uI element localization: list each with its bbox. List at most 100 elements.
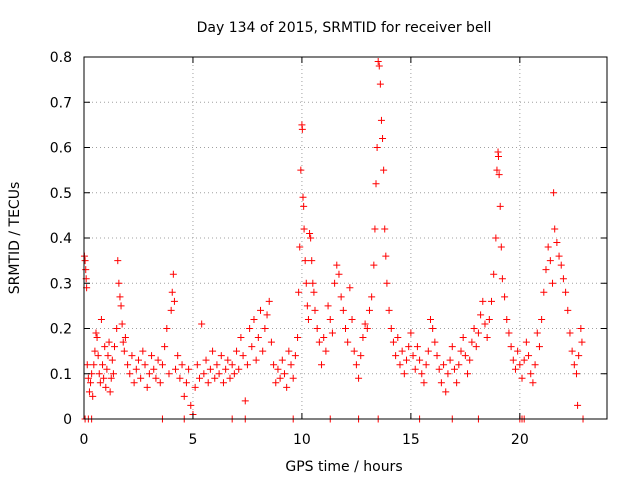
data-point	[574, 401, 582, 409]
data-point	[148, 352, 156, 360]
data-point	[377, 116, 385, 124]
x-tick-label: 20	[511, 432, 529, 448]
data-point	[291, 352, 299, 360]
data-point	[237, 334, 245, 342]
data-point	[442, 388, 450, 396]
data-point	[413, 343, 421, 351]
data-point	[468, 338, 476, 346]
data-point	[128, 352, 136, 360]
data-point	[215, 370, 223, 378]
data-point	[300, 202, 308, 210]
data-point	[267, 338, 275, 346]
data-point	[450, 365, 458, 373]
data-point	[300, 225, 308, 233]
data-point	[168, 288, 176, 296]
data-point	[492, 234, 500, 242]
data-point	[121, 334, 129, 342]
data-point	[213, 361, 221, 369]
data-point	[297, 166, 305, 174]
data-point	[550, 189, 558, 197]
data-point	[466, 356, 474, 364]
data-point	[544, 243, 552, 251]
data-point	[132, 365, 140, 373]
y-tick-label: 0.4	[50, 231, 72, 247]
data-point	[193, 361, 201, 369]
data-point	[420, 379, 428, 387]
data-point	[280, 370, 288, 378]
data-point	[289, 374, 297, 382]
data-point	[306, 229, 314, 237]
data-point	[380, 166, 388, 174]
data-point	[308, 257, 316, 265]
data-point	[94, 352, 102, 360]
data-point	[294, 334, 302, 342]
data-point	[373, 144, 381, 151]
data-point	[493, 166, 501, 174]
data-point	[429, 325, 437, 332]
data-point	[246, 325, 254, 332]
data-point	[209, 347, 217, 355]
data-point	[457, 347, 465, 355]
data-point	[365, 306, 373, 314]
data-point	[575, 352, 583, 360]
grid-layer	[84, 57, 607, 419]
data-point	[145, 370, 153, 378]
data-point	[101, 343, 109, 351]
data-point	[174, 352, 182, 360]
data-point	[254, 334, 262, 342]
data-point	[509, 356, 517, 364]
data-point	[352, 361, 360, 369]
data-point	[91, 347, 99, 355]
data-point	[405, 343, 413, 351]
data-point	[170, 297, 178, 305]
data-point	[392, 352, 400, 360]
data-point	[307, 234, 315, 242]
data-point	[228, 361, 236, 369]
data-point	[235, 365, 243, 373]
data-point	[165, 370, 173, 378]
data-point	[535, 343, 543, 351]
data-point	[328, 329, 336, 337]
x-tick-label: 0	[80, 432, 89, 448]
data-point	[265, 297, 273, 305]
y-tick-label: 0.8	[50, 50, 72, 66]
data-point	[357, 352, 365, 360]
x-tick-label: 15	[402, 432, 420, 448]
data-point	[274, 365, 282, 373]
data-point	[318, 361, 326, 369]
data-point	[126, 370, 134, 378]
data-point	[82, 266, 90, 274]
data-point	[385, 306, 393, 314]
data-point	[152, 374, 160, 382]
data-point	[111, 343, 119, 351]
data-point	[331, 279, 339, 287]
data-point	[313, 325, 321, 332]
data-point	[298, 125, 306, 133]
data-point	[501, 293, 509, 301]
data-point	[516, 361, 524, 369]
data-point	[287, 361, 295, 369]
data-point	[191, 383, 199, 391]
data-point	[150, 365, 158, 373]
data-point	[514, 347, 522, 355]
data-point	[525, 352, 533, 360]
data-point	[109, 370, 117, 378]
data-point	[81, 257, 89, 265]
data-point	[477, 311, 485, 319]
data-point	[562, 288, 570, 296]
data-point	[337, 293, 345, 301]
data-point	[89, 392, 97, 400]
data-point	[322, 347, 330, 355]
data-point	[172, 365, 180, 373]
data-point	[219, 379, 227, 387]
data-point	[522, 338, 530, 346]
data-point	[84, 374, 92, 382]
data-point	[459, 334, 467, 342]
data-point	[479, 297, 487, 305]
data-point	[250, 315, 258, 323]
data-point	[518, 374, 526, 382]
y-tick-label: 0.7	[50, 95, 72, 111]
data-point	[555, 252, 563, 260]
data-point	[107, 374, 115, 382]
data-point	[285, 347, 293, 355]
